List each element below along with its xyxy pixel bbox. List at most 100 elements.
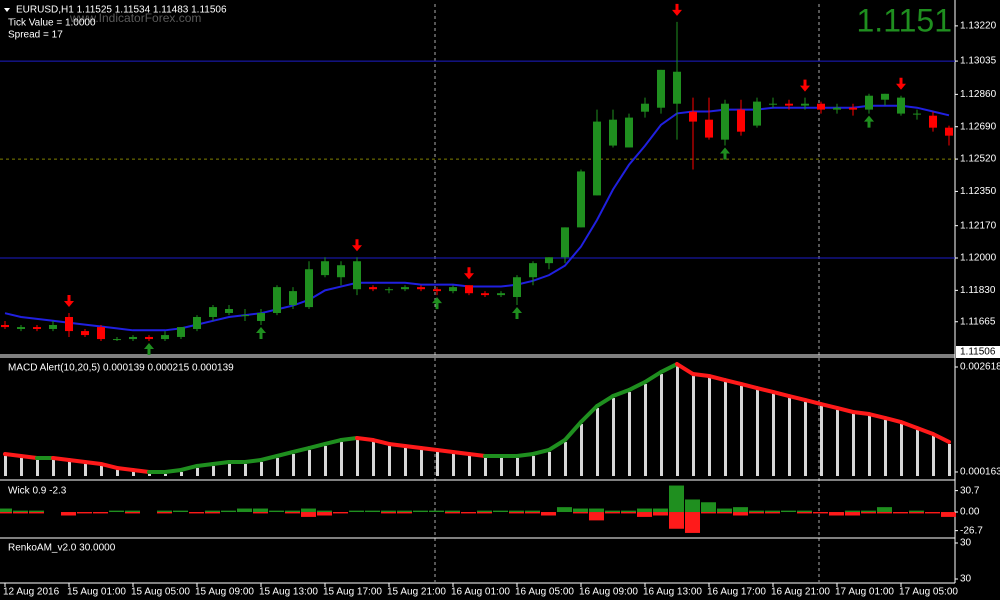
sell-arrow bbox=[896, 77, 906, 90]
y-tick-label: 1.12170 bbox=[960, 220, 997, 231]
wick-bar bbox=[717, 512, 732, 514]
candle-body bbox=[433, 289, 441, 292]
wick-bar bbox=[285, 510, 300, 513]
wick-bar bbox=[685, 499, 700, 513]
candle-body bbox=[913, 113, 921, 115]
x-tick-label: 15 Aug 13:00 bbox=[259, 587, 318, 598]
macd-line bbox=[435, 447, 455, 454]
wick-bar bbox=[861, 512, 876, 514]
macd-line bbox=[371, 438, 391, 446]
macd-line bbox=[3, 451, 23, 458]
macd-bar bbox=[948, 443, 951, 476]
wick-bar bbox=[205, 512, 220, 514]
candle-body bbox=[593, 121, 601, 196]
wick-bar bbox=[461, 512, 476, 514]
menu-triangle bbox=[4, 8, 10, 12]
tick-value: Tick Value = 1.0000 bbox=[8, 18, 96, 29]
candle-body bbox=[161, 335, 169, 340]
panel-title: RenkoAM_v2.0 30.0000 bbox=[8, 543, 116, 554]
macd-bar bbox=[820, 406, 823, 476]
macd-line bbox=[771, 389, 791, 399]
wick-bar bbox=[349, 510, 364, 513]
wick-bar bbox=[29, 512, 44, 514]
x-tick-label: 16 Aug 09:00 bbox=[579, 587, 638, 598]
wick-bar bbox=[861, 510, 876, 513]
macd-line bbox=[627, 380, 647, 393]
candle-body bbox=[721, 103, 729, 140]
wick-bar bbox=[29, 510, 44, 513]
wick-bar bbox=[813, 512, 828, 514]
macd-line bbox=[259, 453, 279, 462]
macd-bar bbox=[324, 445, 327, 476]
wick-bar bbox=[893, 512, 908, 514]
buy-arrow bbox=[720, 147, 730, 160]
wick-bar bbox=[0, 508, 12, 513]
wick-bar bbox=[701, 512, 716, 514]
wick-bar bbox=[397, 512, 412, 514]
macd-bar bbox=[644, 384, 647, 476]
macd-bar bbox=[196, 467, 199, 476]
candle-body bbox=[689, 111, 697, 122]
macd-bar bbox=[372, 442, 375, 476]
buy-arrow bbox=[512, 307, 522, 320]
panel-title: MACD Alert(10,20,5) 0.000139 0.000215 0.… bbox=[8, 363, 234, 374]
wick-bar bbox=[397, 510, 412, 513]
wick-bar bbox=[477, 512, 492, 514]
wick-bar bbox=[797, 512, 812, 514]
wick-bar bbox=[845, 512, 860, 516]
candle-body bbox=[865, 95, 873, 110]
macd-line bbox=[291, 446, 311, 454]
candle-body bbox=[833, 107, 841, 110]
sell-arrow bbox=[352, 239, 362, 252]
wick-bar bbox=[285, 512, 300, 514]
candle-body bbox=[577, 171, 585, 228]
macd-line bbox=[419, 446, 439, 452]
x-tick-label: 16 Aug 05:00 bbox=[515, 587, 574, 598]
macd-line bbox=[883, 415, 903, 425]
candle-body bbox=[241, 315, 249, 317]
wick-bar bbox=[669, 485, 684, 513]
moving-average bbox=[4, 104, 950, 332]
wick-bar bbox=[765, 510, 780, 513]
wick-bar bbox=[445, 512, 460, 514]
macd-bar bbox=[340, 442, 343, 476]
candle-body bbox=[273, 287, 281, 313]
macd-bar bbox=[660, 374, 663, 476]
sell-arrow bbox=[800, 79, 810, 92]
sell-arrow bbox=[64, 294, 74, 307]
macd-line bbox=[275, 449, 295, 458]
macd-bar bbox=[388, 445, 391, 476]
macd-bar bbox=[164, 473, 167, 476]
buy-arrow bbox=[256, 326, 266, 339]
candle-body bbox=[305, 269, 313, 308]
macd-bar bbox=[884, 419, 887, 476]
macd-bar bbox=[916, 429, 919, 476]
candle-body bbox=[625, 117, 633, 148]
macd-bar bbox=[788, 398, 791, 476]
wick-bar bbox=[93, 512, 108, 514]
macd-bar bbox=[228, 463, 231, 476]
macd-line bbox=[835, 405, 855, 415]
wick-bar bbox=[765, 512, 780, 514]
y-tick-label: 1.11665 bbox=[960, 316, 996, 327]
macd-line bbox=[211, 459, 231, 466]
wick-bar bbox=[781, 510, 796, 513]
wick-bar bbox=[445, 510, 460, 513]
wick-bar bbox=[525, 510, 540, 513]
macd-line bbox=[131, 467, 151, 474]
y-tick-label: 30.7 bbox=[960, 485, 980, 496]
macd-bar bbox=[484, 457, 487, 476]
x-tick-label: 16 Aug 01:00 bbox=[451, 587, 510, 598]
wick-bar bbox=[621, 512, 636, 514]
wick-bar bbox=[189, 512, 204, 514]
y-tick-label: 0.00 bbox=[960, 507, 980, 518]
candle-body bbox=[657, 69, 665, 108]
wick-bar bbox=[797, 510, 812, 513]
wick-bar bbox=[205, 510, 220, 513]
macd-line bbox=[595, 394, 615, 409]
wick-bar bbox=[621, 510, 636, 513]
macd-line bbox=[739, 381, 759, 391]
wick-bar bbox=[717, 508, 732, 513]
